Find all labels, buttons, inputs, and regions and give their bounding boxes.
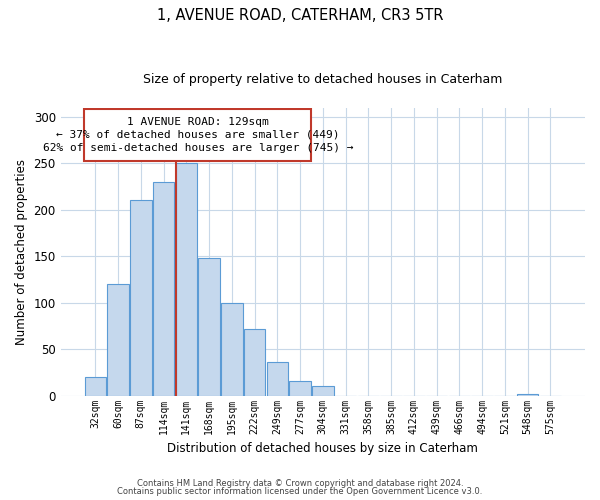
Bar — [198, 258, 220, 396]
Bar — [244, 328, 265, 396]
Title: Size of property relative to detached houses in Caterham: Size of property relative to detached ho… — [143, 72, 503, 86]
Bar — [85, 377, 106, 396]
Text: ← 37% of detached houses are smaller (449): ← 37% of detached houses are smaller (44… — [56, 130, 340, 140]
Text: 62% of semi-detached houses are larger (745) →: 62% of semi-detached houses are larger (… — [43, 143, 353, 153]
Text: 1, AVENUE ROAD, CATERHAM, CR3 5TR: 1, AVENUE ROAD, CATERHAM, CR3 5TR — [157, 8, 443, 22]
Bar — [289, 381, 311, 396]
Bar — [130, 200, 152, 396]
Bar — [176, 164, 197, 396]
Bar — [107, 284, 129, 396]
X-axis label: Distribution of detached houses by size in Caterham: Distribution of detached houses by size … — [167, 442, 478, 455]
Bar — [517, 394, 538, 396]
Text: 1 AVENUE ROAD: 129sqm: 1 AVENUE ROAD: 129sqm — [127, 117, 269, 127]
Bar — [221, 302, 242, 396]
Bar — [266, 362, 288, 396]
Bar — [153, 182, 175, 396]
Bar — [85, 110, 311, 162]
Text: Contains public sector information licensed under the Open Government Licence v3: Contains public sector information licen… — [118, 487, 482, 496]
Bar — [312, 386, 334, 396]
Y-axis label: Number of detached properties: Number of detached properties — [15, 158, 28, 344]
Text: Contains HM Land Registry data © Crown copyright and database right 2024.: Contains HM Land Registry data © Crown c… — [137, 478, 463, 488]
